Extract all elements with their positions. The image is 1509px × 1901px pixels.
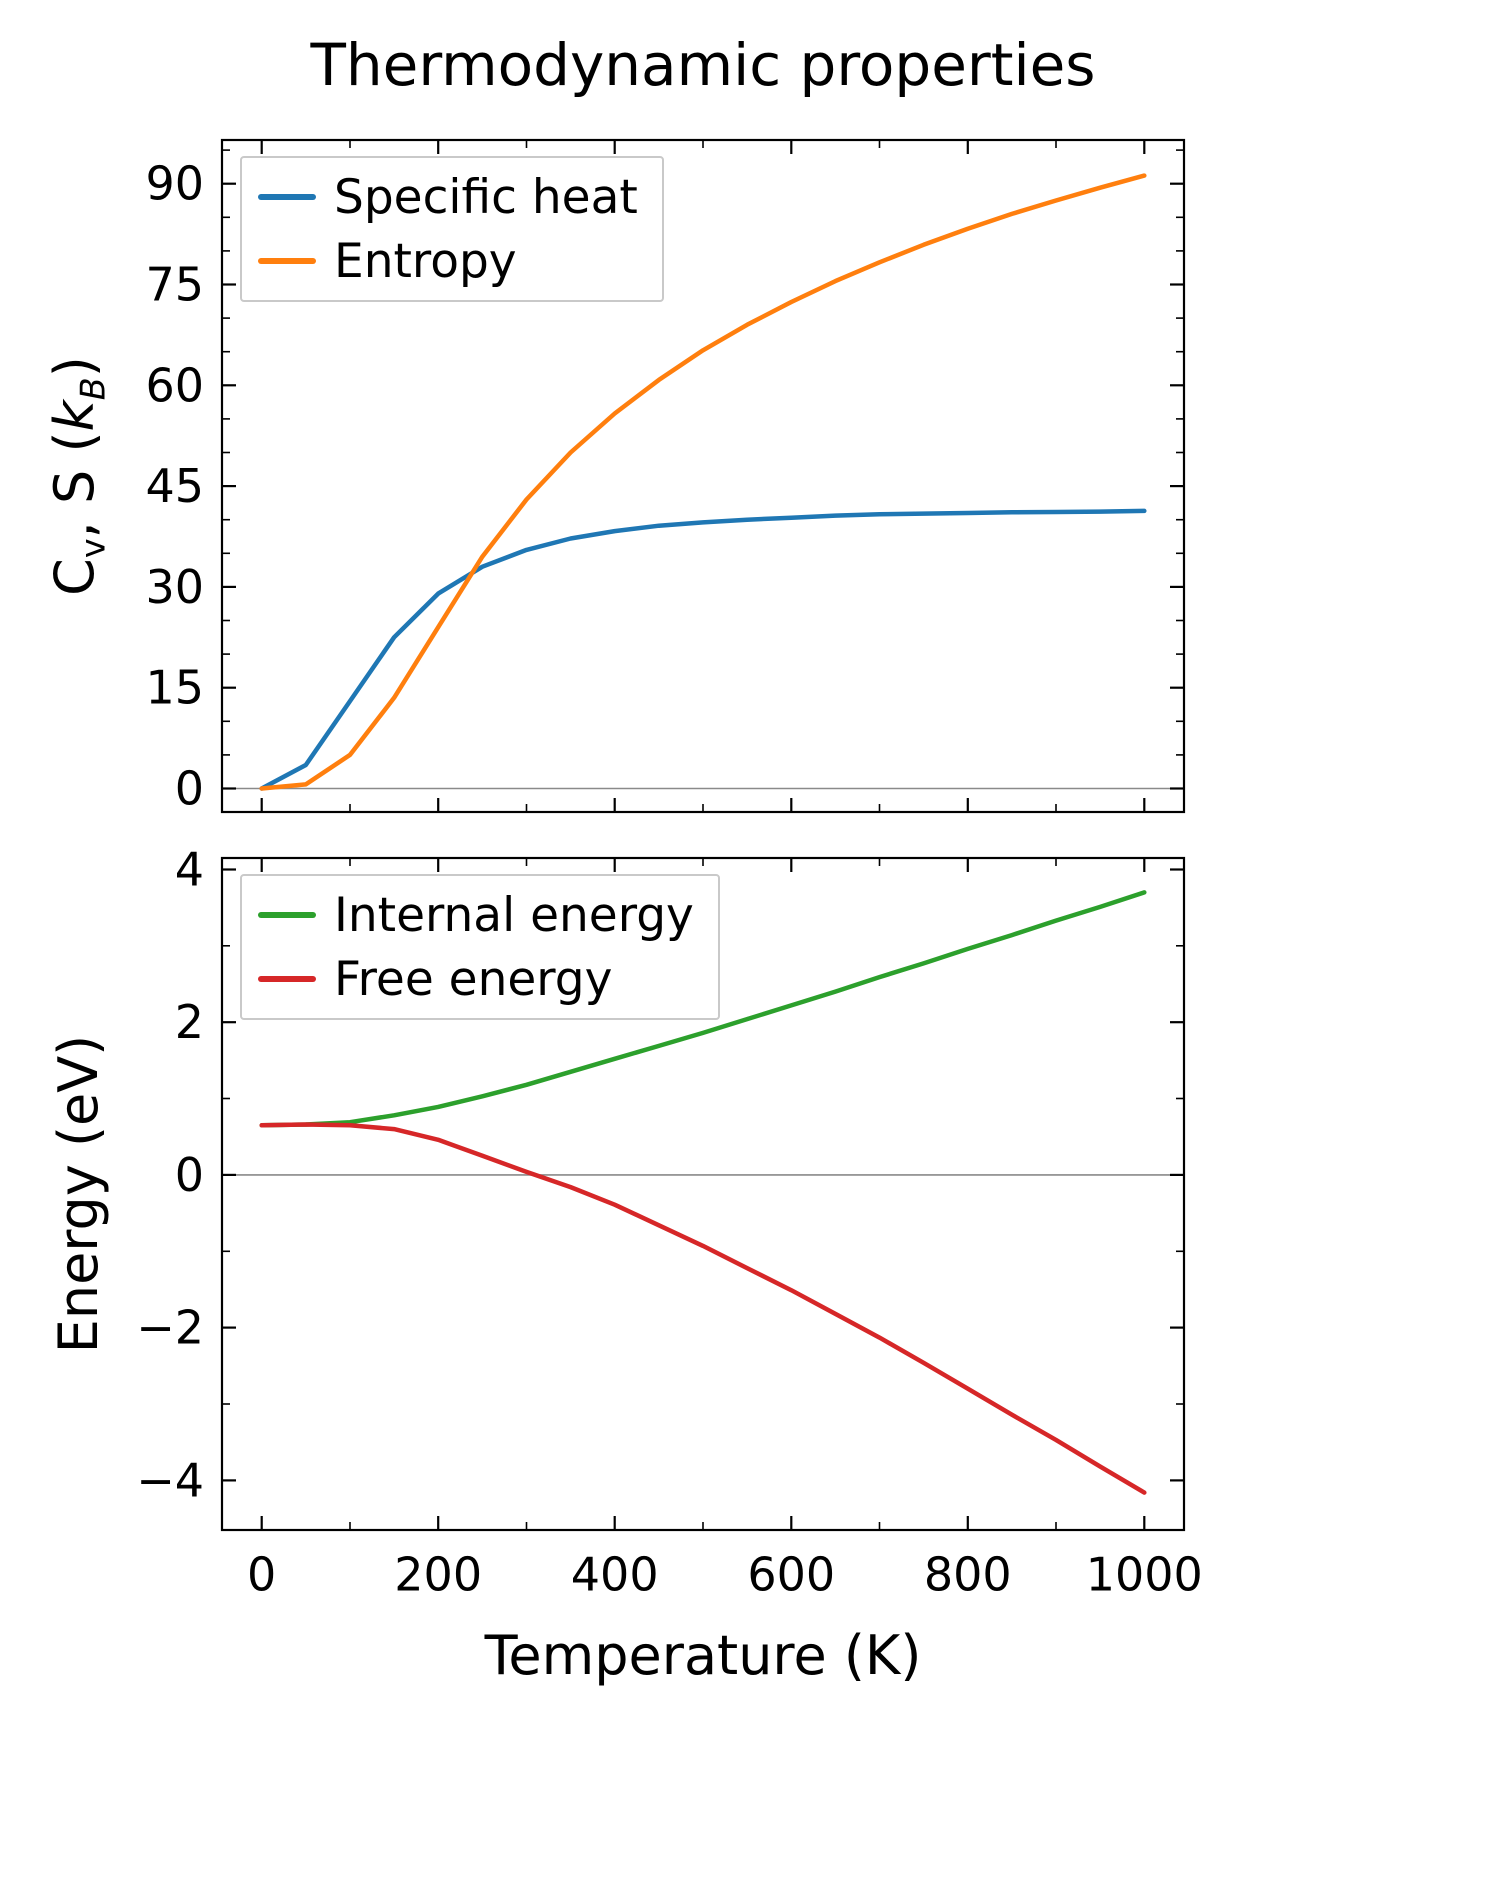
- y-tick-label: 0: [175, 762, 204, 816]
- legend-entry-entropy: Entropy: [258, 230, 638, 292]
- ylabel-segment: , S (: [43, 431, 107, 539]
- x-tick-label: 0: [247, 1547, 276, 1601]
- ylabel-bottom-text: Energy (eV): [46, 1034, 110, 1354]
- xlabel: Temperature (K): [484, 1624, 922, 1687]
- legend-line-swatch: [258, 194, 316, 200]
- x-tick-label: 200: [394, 1547, 482, 1601]
- legend-line-swatch: [258, 258, 316, 264]
- legend-label: Internal energy: [334, 887, 694, 943]
- legend-entry-specific-heat: Specific heat: [258, 166, 638, 228]
- ylabel-segment: k: [43, 400, 107, 432]
- internal-energy-line: [259, 890, 1147, 1128]
- ylabel-segment: B: [73, 377, 113, 401]
- legend-0: Specific heat Entropy: [240, 156, 664, 302]
- legend-1: Internal energy Free energy: [240, 874, 720, 1020]
- y-tick-label: 75: [145, 258, 204, 312]
- y-tick-label: 30: [145, 560, 204, 614]
- x-tick-label: 1000: [1086, 1547, 1203, 1601]
- legend-line-swatch: [258, 976, 316, 982]
- legend-label: Free energy: [334, 951, 613, 1007]
- free-energy-line: [259, 1122, 1147, 1495]
- ylabel-bottom: Energy (eV): [45, 744, 111, 1644]
- y-tick-label: 0: [175, 1148, 204, 1202]
- x-tick-label: 800: [924, 1547, 1012, 1601]
- entropy-line: [259, 173, 1147, 791]
- legend-entry-internal-energy: Internal energy: [258, 884, 694, 946]
- y-tick-label: 15: [145, 661, 204, 715]
- y-tick-label: 4: [175, 843, 204, 897]
- y-tick-label: 45: [145, 459, 204, 513]
- ylabel-segment: v: [73, 538, 113, 559]
- y-tick-label: 60: [145, 358, 204, 412]
- legend-label: Entropy: [334, 233, 517, 289]
- chart-title: Thermodynamic properties: [310, 31, 1096, 99]
- ylabel-segment: ): [43, 356, 107, 378]
- x-tick-label: 400: [571, 1547, 659, 1601]
- legend-line-swatch: [258, 912, 316, 918]
- y-tick-label: 90: [145, 157, 204, 211]
- y-tick-label: −2: [136, 1301, 204, 1355]
- ylabel-segment: C: [43, 558, 107, 596]
- x-tick-label: 600: [747, 1547, 835, 1601]
- specific-heat-line: [259, 508, 1147, 791]
- legend-label: Specific heat: [334, 169, 638, 225]
- ylabel-top-text: Cv, S (kB): [43, 356, 113, 596]
- y-tick-label: −4: [136, 1453, 204, 1507]
- legend-entry-free-energy: Free energy: [258, 948, 694, 1010]
- y-tick-label: 2: [175, 995, 204, 1049]
